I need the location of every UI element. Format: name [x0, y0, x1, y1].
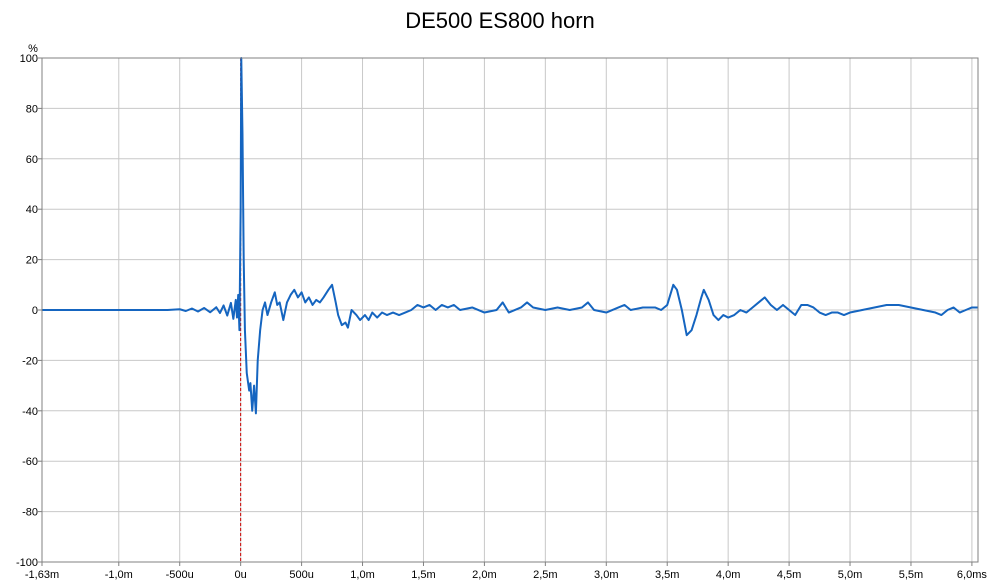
x-tick-label: 5,5m	[899, 569, 923, 581]
x-tick-label: 2,0m	[472, 569, 496, 581]
x-tick-label: 1,5m	[411, 569, 435, 581]
y-tick-label: -80	[22, 507, 38, 519]
y-unit-label: %	[28, 43, 38, 55]
y-tick-label: 80	[26, 103, 38, 115]
x-tick-labels: -1,63m -1,0m -500u 0u 500u 1,0m 1,5m 2,0m 2,5m 3,…	[25, 569, 988, 581]
y-tick-label: -60	[22, 456, 38, 468]
x-tick-label: 5,0m	[838, 569, 862, 581]
y-tick-label: -100	[16, 557, 38, 569]
y-tick-label: -20	[22, 355, 38, 367]
x-tick-label: 0u	[235, 569, 247, 581]
x-tick-label: 1,0m	[350, 569, 374, 581]
x-tick-label: -1,63m	[25, 569, 59, 581]
y-tick-labels: 100 80 60 40 20 0 -20 -40 -60 -80 -100	[16, 53, 38, 569]
x-tick-label: 4,5m	[777, 569, 801, 581]
x-tick-label: 2,5m	[533, 569, 557, 581]
series-line	[42, 57, 978, 415]
x-tick-label: 4,0m	[716, 569, 740, 581]
y-tick-label: 0	[32, 305, 38, 317]
y-tick-label: 60	[26, 154, 38, 166]
x-tick-label: 6,0ms	[957, 569, 987, 581]
x-tick-label: -500u	[166, 569, 194, 581]
y-tick-label: 100	[20, 53, 38, 65]
y-tick-label: 40	[26, 204, 38, 216]
y-tick-label: 20	[26, 255, 38, 267]
x-tick-label: 500u	[289, 569, 313, 581]
y-tick-label: -40	[22, 406, 38, 418]
plot-frame	[41, 57, 979, 563]
x-tick-label: -1,0m	[105, 569, 133, 581]
chart-title: DE500 ES800 horn	[405, 8, 595, 33]
x-tick-label: 3,0m	[594, 569, 618, 581]
x-tick-label: 3,5m	[655, 569, 679, 581]
